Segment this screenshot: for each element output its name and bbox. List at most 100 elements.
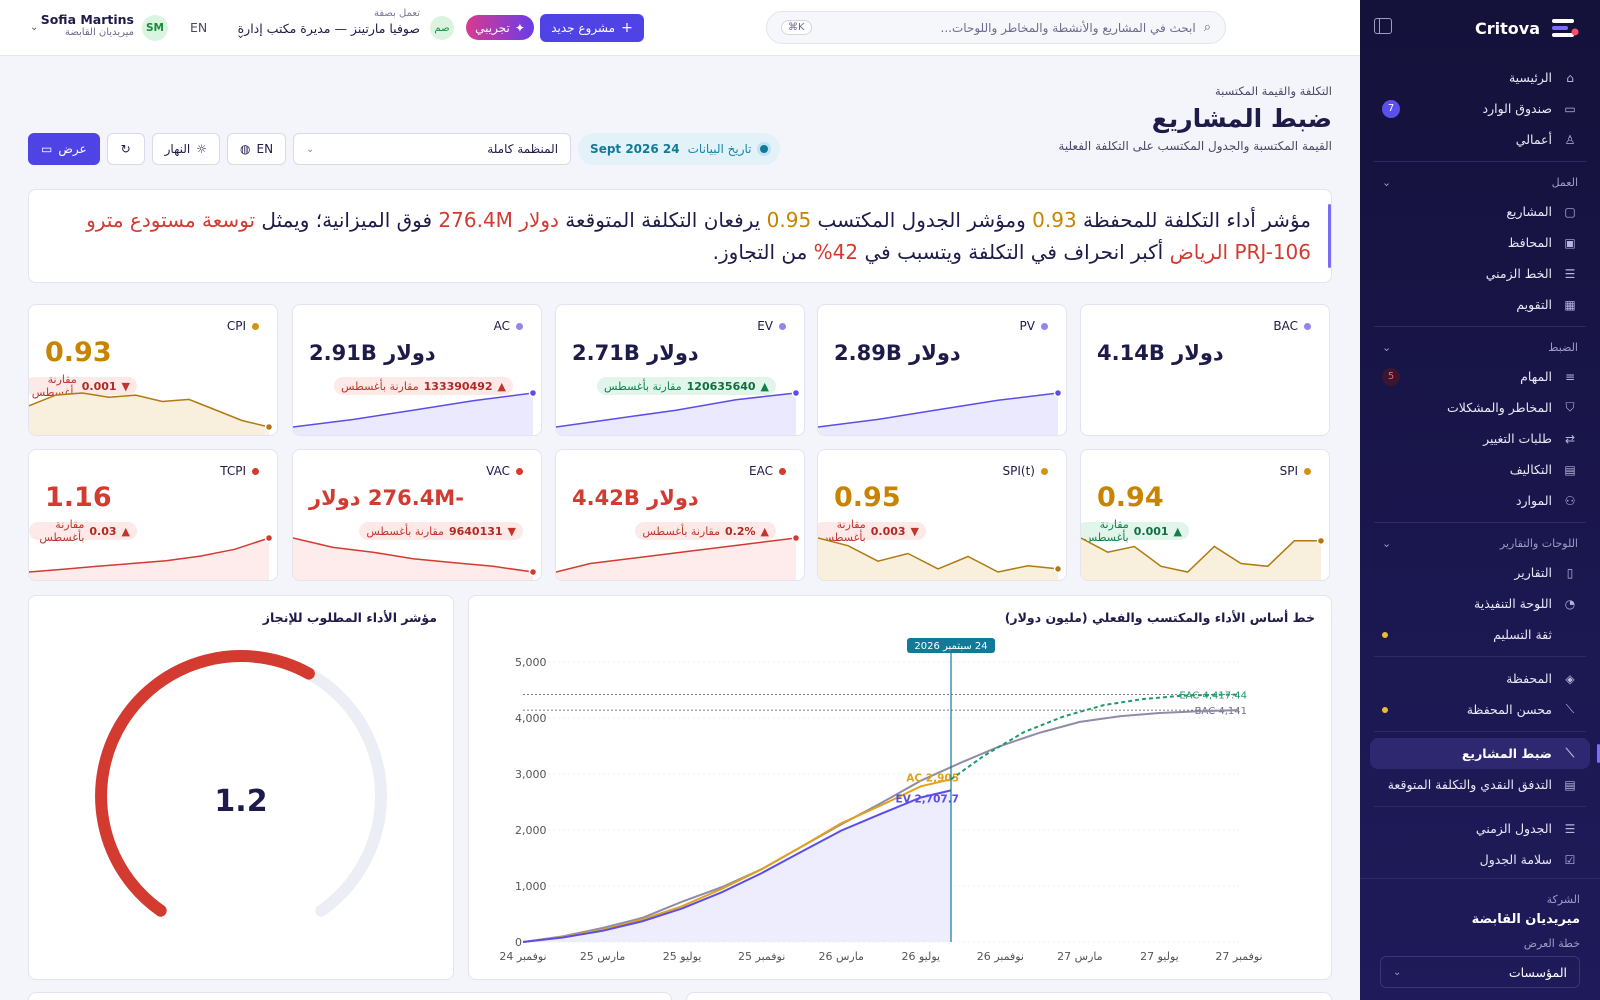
kpi-card[interactable]: BAC دولار 4.14B (1080, 304, 1330, 436)
series-line-pv[interactable] (522, 709, 1240, 943)
sidebar-item[interactable]: ثقة التسليم (1370, 619, 1590, 650)
theme-toggle[interactable]: النهار ☼ (151, 133, 220, 165)
delta-suffix: مقارنة بأغسطس (642, 524, 721, 538)
sidebar-item[interactable]: ▤ التكاليف (1370, 454, 1590, 485)
x-tick-label: نوفمبر 25 (738, 950, 785, 963)
sidebar-item[interactable]: ☑ سلامة الجدول (1370, 844, 1590, 875)
language-toggle[interactable]: EN (190, 20, 208, 35)
divider (1374, 161, 1586, 162)
kpi-value: 1.16 (45, 482, 112, 513)
logo-icon (1552, 19, 1579, 37)
search-input[interactable]: ⌕ ابحث في المشاريع والأنشطة والمخاطر وال… (766, 11, 1226, 44)
kpi-name: SPI (1279, 464, 1298, 478)
chevron-down-icon[interactable]: ⌄ (30, 22, 39, 33)
evm-line-chart[interactable]: 0 1,000 2,000 3,000 4,000 5,000 نوفمبر 24 مارس … (469, 596, 1331, 979)
tcpi-gauge (95, 650, 387, 917)
sidebar-item[interactable]: ≡ المهام 5 (1370, 361, 1590, 392)
sidebar-item[interactable]: ♙ أعمالي (1370, 124, 1590, 155)
new-project-button[interactable]: + مشروع جديد (540, 14, 644, 42)
sidebar-item-label: المخاطر والمشكلات (1446, 400, 1552, 415)
sidebar-item-label: طلبات التغيير (1483, 431, 1552, 446)
sidebar-item[interactable]: ⌂ الرئيسية (1370, 62, 1590, 93)
bottom-card (28, 992, 672, 1000)
kpi-card[interactable]: TCPI 1.16 ▲ 0.03 مقارنة بأغسطس (28, 449, 278, 581)
breadcrumb[interactable]: التكلفة والقيمة المكتسبة (1214, 84, 1332, 98)
sparkline (556, 533, 801, 580)
kpi-delta: ▲ 120635640 مقارنة بأغسطس (597, 377, 776, 395)
insight-text: مؤشر أداء التكلفة للمحفظة (1076, 208, 1311, 232)
kpi-card[interactable]: SPI(t) 0.95 ▼ 0.003 مقارنة بأغسطس (817, 449, 1067, 581)
x-tick-label: نوفمبر 27 (1215, 950, 1262, 963)
delta-arrow-icon: ▼ (121, 379, 130, 393)
acting-as-selector[interactable]: تعمل بصفة صوفيا مارتينز — مديرة مكتب إدا… (230, 8, 420, 41)
kpi-card[interactable]: PV دولار 2.89B (817, 304, 1067, 436)
kpi-card[interactable]: EAC دولار 4.42B ▲ 0.2% مقارنة بأغسطس (555, 449, 805, 581)
brand[interactable]: Critova (1360, 0, 1600, 56)
sidebar-item[interactable]: ▦ التقويم (1370, 289, 1590, 320)
nav-group-header[interactable]: اللوحات والتقارير ⌄ (1370, 529, 1590, 557)
people-icon: ⚇ (1564, 493, 1576, 508)
kpi-name: AC (493, 319, 510, 333)
nav-group-header[interactable]: الضبط ⌄ (1370, 333, 1590, 361)
trial-badge[interactable]: ✦ تجريبي (466, 15, 534, 40)
present-button[interactable]: ▭ عرض (28, 133, 100, 165)
status-dot-icon (1304, 467, 1311, 475)
kpi-card[interactable]: CPI 0.93 ▼ 0.001 مقارنة بأغسطس (28, 304, 278, 436)
swap-icon: ⇄ (1564, 431, 1576, 446)
language-label: EN (256, 142, 274, 156)
sidebar-item[interactable]: ▢ المشاريع (1370, 196, 1590, 227)
inbox-icon: ▭ (1564, 101, 1576, 116)
insight-share: 42% (813, 240, 859, 264)
language-button[interactable]: ◍ EN (227, 133, 287, 165)
avatar[interactable]: SM (142, 15, 168, 41)
insight-project-link[interactable]: توسعة مستودع مترو PRJ-106 الرياض (86, 208, 1311, 264)
plan-select[interactable]: المؤسسات ⌄ (1380, 956, 1580, 988)
series-line-eac[interactable] (950, 693, 1239, 781)
sidebar-collapse-icon[interactable] (1374, 18, 1392, 34)
y-tick-label: 4,000 (515, 712, 547, 725)
kpi-card[interactable]: SPI 0.94 ▲ 0.001 مقارنة بأغسطس (1080, 449, 1330, 581)
sidebar-item[interactable]: ◈ المحفظة (1370, 663, 1590, 694)
delta-value: 0.03 (89, 524, 117, 538)
sidebar-item[interactable]: ⇄ طلبات التغيير (1370, 423, 1590, 454)
brand-name: Critova (1475, 18, 1540, 38)
sidebar-item[interactable]: ⟋ محسن المحفظة (1370, 694, 1590, 725)
sidebar-item[interactable]: ⚇ الموارد (1370, 485, 1590, 516)
sparkline (818, 388, 1063, 435)
insight-text: يرفعان التكلفة المتوقعة (558, 208, 767, 232)
kpi-card[interactable]: VAC -276.4M دولار ▼ 9640131 مقارنة بأغسطس (292, 449, 542, 581)
chevron-down-icon: ⌄ (1393, 966, 1402, 978)
kpi-label: BAC (1273, 319, 1311, 333)
sidebar-item[interactable]: ☰ الخط الزمني (1370, 258, 1590, 289)
scope-select[interactable]: المنظمة كاملة ⌄ (293, 133, 572, 165)
insight-text: ومؤشر الجدول المكتسب (811, 208, 1033, 232)
user-menu[interactable]: Sofia Martins ميريديان القابضة (30, 12, 134, 38)
kpi-card[interactable]: EV دولار 2.71B ▲ 120635640 مقارنة بأغسطس (555, 304, 805, 436)
delta-arrow-icon: ▲ (760, 524, 769, 538)
sidebar-item[interactable]: ☰ الجدول الزمني (1370, 813, 1590, 844)
reference-label: EAC 4,417.44 (1179, 691, 1247, 702)
data-date-pill[interactable]: تاريخ البيانات 24 Sept 2026 (578, 133, 780, 165)
delta-arrow-icon: ▲ (760, 379, 769, 393)
sidebar-item[interactable]: ▣ المحافظ (1370, 227, 1590, 258)
sidebar-item[interactable]: ⟋ ضبط المشاريع (1370, 738, 1600, 769)
sparkline-line (29, 537, 270, 573)
sparkline-endpoint (528, 388, 538, 398)
sidebar-item[interactable]: ▯ التقارير (1370, 557, 1590, 588)
sparkline-line (556, 392, 797, 428)
nav-group-label: الضبط (1548, 340, 1578, 354)
kpi-card[interactable]: AC دولار 2.91B ▲ 133390492 مقارنة بأغسطس (292, 304, 542, 436)
sidebar-item[interactable]: ▭ صندوق الوارد 7 (1370, 93, 1590, 124)
nav-group-header[interactable]: العمل ⌄ (1370, 168, 1590, 196)
divider (1374, 326, 1586, 327)
kpi-delta: ▼ 9640131 مقارنة بأغسطس (359, 522, 523, 540)
sidebar-item[interactable]: ▤ التدفق النقدي والتكلفة المتوقعة (1370, 769, 1590, 800)
sidebar-item[interactable]: ⛉ المخاطر والمشكلات (1370, 392, 1590, 423)
sparkline-area (1081, 538, 1321, 580)
insight-cpi: 0.93 (1032, 208, 1077, 232)
series-line-ev[interactable] (522, 789, 952, 943)
refresh-button[interactable]: ↻ (106, 133, 145, 165)
chart-line-icon: ⟋ (1565, 702, 1575, 716)
kpi-value: 0.95 (834, 482, 901, 513)
sidebar-item[interactable]: ◔ اللوحة التنفيذية (1370, 588, 1590, 619)
